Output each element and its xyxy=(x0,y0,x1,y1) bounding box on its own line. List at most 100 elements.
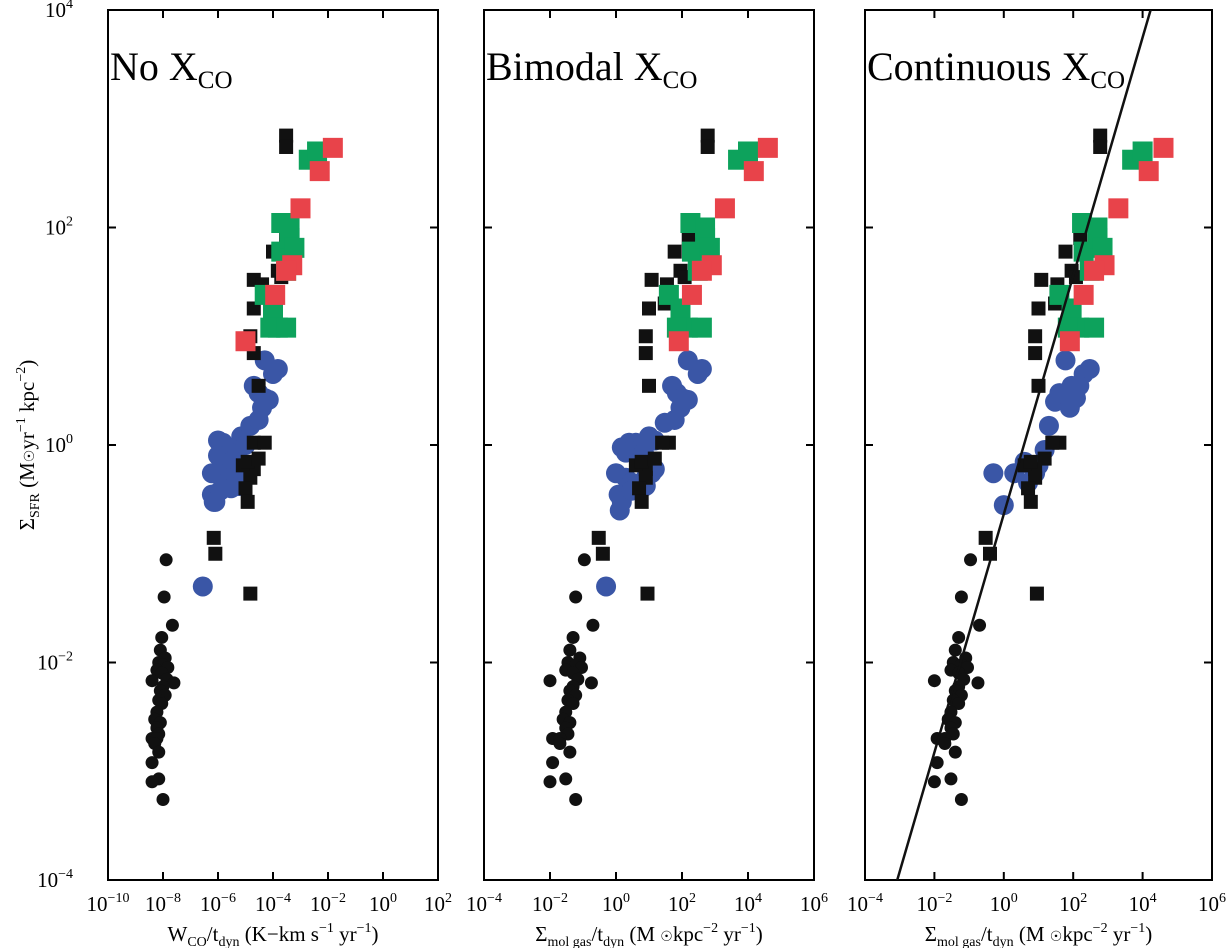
data-point-black-square xyxy=(1093,128,1108,143)
data-point-black-square xyxy=(638,470,653,485)
data-point-blue-circle xyxy=(1038,415,1059,436)
data-point-black-square xyxy=(279,128,294,143)
data-point-blue-circle xyxy=(1061,375,1082,396)
data-point-black-square xyxy=(257,435,272,450)
data-point-red-square xyxy=(757,137,778,158)
data-point-black-circle xyxy=(553,736,567,750)
data-point-black-square xyxy=(1037,451,1052,466)
data-point-black-circle xyxy=(948,745,962,759)
data-point-black-circle xyxy=(584,676,598,690)
data-layer xyxy=(543,128,778,806)
x-tick-label: 10−10 xyxy=(87,891,130,916)
data-point-black-square xyxy=(1058,244,1073,259)
y-tick-label: 10−4 xyxy=(37,867,73,892)
data-point-red-square xyxy=(1138,161,1159,182)
data-point-black-circle xyxy=(964,553,978,567)
data-point-black-square xyxy=(240,494,255,509)
data-point-black-circle xyxy=(167,676,181,690)
data-point-black-square xyxy=(1045,435,1060,450)
x-tick-label: 102 xyxy=(1059,891,1087,916)
x-tick-label: 10−2 xyxy=(310,891,346,916)
data-point-black-square xyxy=(240,454,255,469)
x-tick-label: 102 xyxy=(424,891,452,916)
data-point-black-circle xyxy=(157,590,171,604)
data-point-black-square xyxy=(634,454,649,469)
data-point-black-square xyxy=(246,301,261,316)
data-point-black-circle xyxy=(954,590,968,604)
data-point-green-square xyxy=(276,317,297,338)
data-point-red-square xyxy=(1084,260,1105,281)
data-point-black-circle xyxy=(948,643,962,657)
data-point-black-circle xyxy=(563,745,577,759)
data-point-green-square xyxy=(1092,237,1113,258)
panel-title: Bimodal XCO xyxy=(486,44,697,94)
data-point-black-square xyxy=(1029,586,1044,601)
data-point-black-square xyxy=(632,481,647,496)
data-point-black-square xyxy=(1021,481,1036,496)
data-point-red-square xyxy=(1108,198,1129,219)
data-point-black-square xyxy=(243,586,258,601)
data-point-black-circle xyxy=(563,643,577,657)
data-point-black-square xyxy=(1028,346,1043,361)
data-point-red-square xyxy=(1059,331,1080,352)
data-point-black-circle xyxy=(159,553,173,567)
data-point-blue-circle xyxy=(1079,358,1100,379)
data-point-blue-circle xyxy=(192,576,213,597)
data-point-black-square xyxy=(1028,470,1043,485)
data-point-black-square xyxy=(638,346,653,361)
x-tick-label: 102 xyxy=(668,891,696,916)
x-tick-label: 10−6 xyxy=(200,891,236,916)
x-tick-label: 104 xyxy=(1129,891,1157,916)
data-point-black-square xyxy=(243,470,258,485)
x-tick-label: 104 xyxy=(734,891,762,916)
data-point-black-square xyxy=(595,546,610,561)
x-tick-label: 106 xyxy=(800,891,828,916)
data-point-red-square xyxy=(743,161,764,182)
data-point-black-circle xyxy=(543,674,557,688)
panel-title: Continuous XCO xyxy=(867,44,1125,94)
data-point-red-square xyxy=(714,198,735,219)
x-tick-label: 10−2 xyxy=(916,891,952,916)
data-point-black-square xyxy=(1023,494,1038,509)
data-point-red-square xyxy=(235,331,256,352)
data-point-black-square xyxy=(251,451,266,466)
x-tick-label: 10−4 xyxy=(255,891,291,916)
data-point-red-square xyxy=(290,198,311,219)
data-point-blue-circle xyxy=(596,576,617,597)
data-point-black-square xyxy=(206,530,221,545)
data-point-red-square xyxy=(1073,284,1094,305)
data-point-green-square xyxy=(1132,141,1153,162)
data-point-black-square xyxy=(279,139,294,154)
data-point-black-square xyxy=(700,139,715,154)
data-point-black-square xyxy=(1034,272,1049,287)
data-point-green-square xyxy=(1084,317,1105,338)
panel-title: No XCO xyxy=(110,44,233,94)
y-tick-label: 10−2 xyxy=(37,650,73,675)
data-point-black-square xyxy=(251,378,266,393)
data-point-green-square xyxy=(699,237,720,258)
data-point-black-circle xyxy=(569,590,583,604)
data-point-black-circle xyxy=(165,618,179,632)
data-point-black-circle xyxy=(569,792,583,806)
data-point-black-circle xyxy=(930,756,944,770)
data-point-black-square xyxy=(1093,139,1108,154)
y-tick-label: 102 xyxy=(45,215,73,240)
data-point-black-square xyxy=(238,481,253,496)
data-point-black-circle xyxy=(145,674,159,688)
data-point-black-circle xyxy=(155,630,169,644)
panel-1: 10−10 10−8 10−6 10−4 10−2 100 102 10−4 10−2 100 10… xyxy=(37,0,452,948)
data-point-red-square xyxy=(691,260,712,281)
data-point-black-circle xyxy=(546,756,560,770)
data-point-red-square xyxy=(276,260,297,281)
data-point-black-square xyxy=(642,301,656,316)
y-axis-label-text: ΣSFR (M☉yr−1 kpc−2) xyxy=(14,360,43,531)
data-point-black-circle xyxy=(944,772,958,786)
y-tick-label: 100 xyxy=(45,432,73,457)
data-point-blue-circle xyxy=(677,389,698,410)
x-tick-label: 10−4 xyxy=(847,891,883,916)
data-point-green-square xyxy=(260,317,281,338)
data-point-black-circle xyxy=(971,676,985,690)
data-point-black-square xyxy=(978,530,993,545)
data-point-black-circle xyxy=(543,775,557,789)
